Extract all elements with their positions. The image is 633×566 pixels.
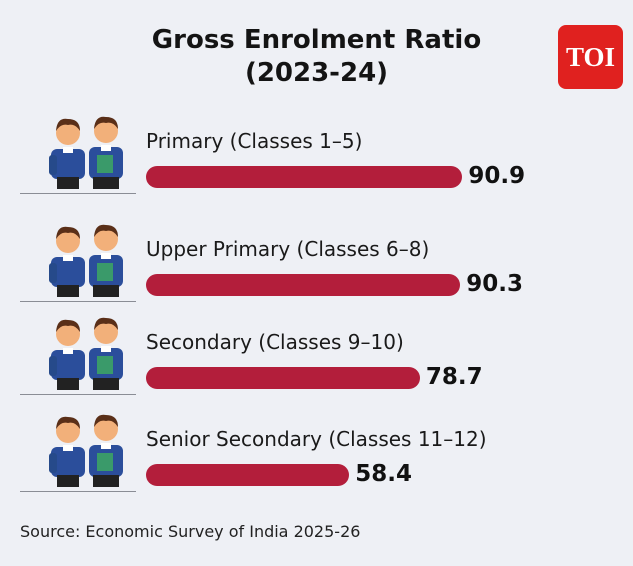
title-line-1: Gross Enrolment Ratio [151,25,482,55]
chart-row: Secondary (Classes 9–10) 78.7 [0,317,633,418]
row-divider [20,301,136,302]
students-icon [45,219,135,301]
category-label: Secondary (Classes 9–10) [146,330,404,354]
students-icon [45,111,135,193]
row-divider [20,193,136,194]
bar [146,166,463,188]
students-icon [45,312,135,394]
category-label: Senior Secondary (Classes 11–12) [146,427,487,451]
chart-title: Gross Enrolment Ratio (2023-24) [0,24,633,90]
chart-row: Senior Secondary (Classes 11–12) 58.4 [0,414,633,515]
chart-row: Primary (Classes 1–5) 90.9 [0,116,633,217]
bar [146,274,461,296]
title-line-2: (2023-24) [244,58,389,88]
row-divider [20,394,136,395]
row-divider [20,491,136,492]
category-label: Primary (Classes 1–5) [146,129,363,153]
value-label: 78.7 [425,364,483,390]
value-label: 90.3 [466,271,523,297]
bar [146,367,420,389]
source-note: Source: Economic Survey of India 2025-26 [20,522,361,541]
value-label: 90.9 [468,163,526,189]
bar [146,464,350,486]
students-icon [45,409,135,491]
category-label: Upper Primary (Classes 6–8) [146,237,430,261]
toi-logo: TOI [558,25,623,89]
chart-row: Upper Primary (Classes 6–8) 90.3 [0,224,633,325]
value-label: 58.4 [355,461,412,487]
